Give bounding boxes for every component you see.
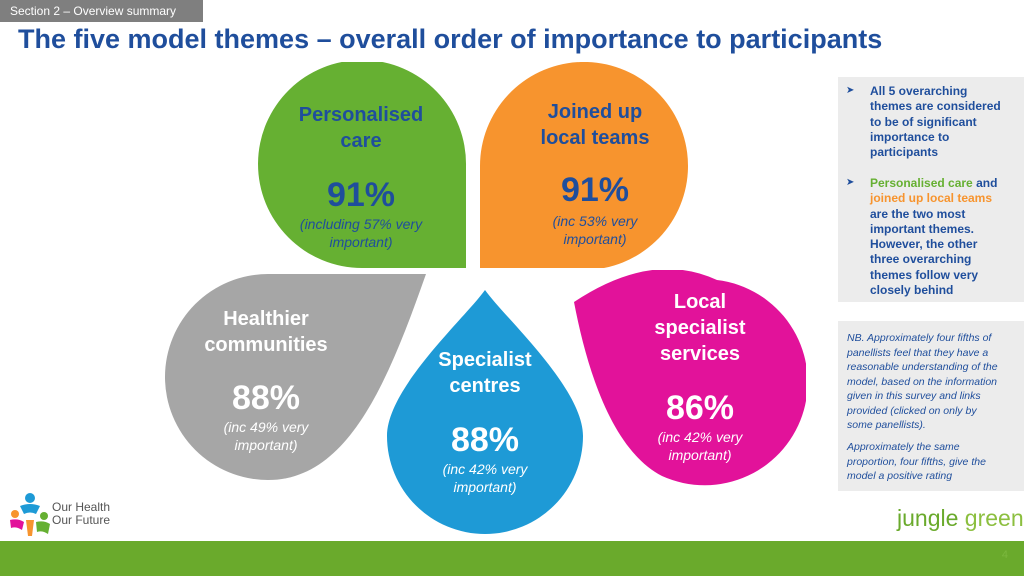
our-health-our-future-logo-icon <box>10 493 50 536</box>
healthier-communities-detail: (inc 49% very important) <box>223 419 309 453</box>
joined-up-local-teams-shape <box>480 62 688 268</box>
page-title: The five model themes – overall order of… <box>18 24 883 54</box>
footer-bar: 4 <box>0 541 1024 576</box>
key-finding-1: All 5 overarching themes are considered … <box>870 84 1001 160</box>
our-health-our-future-logo-text: Our Health Our Future <box>52 500 111 527</box>
section-tab: Section 2 – Overview summary <box>0 0 203 22</box>
specialist-centres-detail: (inc 42% very important) <box>442 461 528 495</box>
local-specialist-services-shape <box>574 270 806 486</box>
jungle-green-logo: jungle green <box>897 505 1024 531</box>
personalised-care-percent: 91% <box>326 176 396 214</box>
specialist-centres-shape <box>387 290 583 534</box>
specialist-centres-percent: 88% <box>450 421 520 459</box>
arrow-bullet-icon: ➤ <box>846 177 855 188</box>
healthier-communities-label: Healthier communities <box>204 308 328 356</box>
specialist-centres-label: Specialist centres <box>438 349 532 397</box>
key-finding-2: Personalised care and joined up local te… <box>870 176 998 298</box>
page-number: 4 <box>1001 549 1008 561</box>
arrow-bullet-icon: ➤ <box>846 85 855 96</box>
nb-note-box: NB. Approximately four fifths of panelli… <box>838 321 1024 491</box>
joined-up-local-teams-percent: 91% <box>560 171 630 209</box>
healthier-communities-percent: 88% <box>231 379 301 417</box>
local-specialist-services-label: Local specialist services <box>654 291 746 365</box>
local-specialist-services-detail: (inc 42% very important) <box>657 429 743 463</box>
personalised-care-detail: (including 57% very important) <box>299 216 423 250</box>
joined-up-local-teams-detail: (inc 53% very important) <box>552 213 638 247</box>
joined-up-local-teams-label: Joined up local teams <box>540 101 650 149</box>
healthier-communities-shape <box>165 274 426 480</box>
nb-note-para-1: NB. Approximately four fifths of panelli… <box>847 332 998 431</box>
personalised-care-label: Personalised care <box>298 104 424 152</box>
local-specialist-services-percent: 86% <box>665 389 735 427</box>
nb-note-para-2: Approximately the same proportion, four … <box>847 441 986 482</box>
personalised-care-shape <box>258 62 467 268</box>
key-findings-box: ➤ All 5 overarching themes are considere… <box>838 77 1024 302</box>
